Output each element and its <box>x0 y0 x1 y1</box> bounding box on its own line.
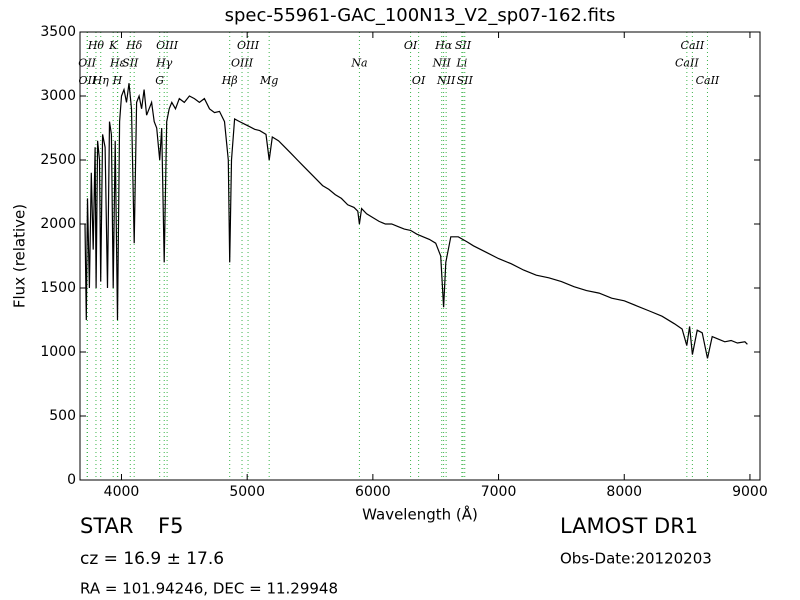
subclass: F5 <box>158 514 183 538</box>
annotation-label: OI <box>412 74 426 87</box>
y-tick-label: 2500 <box>40 152 76 168</box>
y-tick-label: 500 <box>49 408 76 424</box>
annotation-label: OII <box>78 57 96 70</box>
object-class: STAR <box>80 514 133 538</box>
y-tick-label: 2000 <box>40 216 76 232</box>
annotation-label: Li <box>455 57 467 70</box>
annotation-label: OIII <box>237 39 260 52</box>
annotation-label: Hα <box>434 39 453 52</box>
x-axis-label: Wavelength (Å) <box>362 505 478 524</box>
obs-date: Obs-Date:20120203 <box>560 550 712 568</box>
annotation-label: SII <box>457 74 474 87</box>
x-tick-label: 5000 <box>229 484 265 500</box>
annotation-label: CaII <box>681 39 705 52</box>
x-tick-label: 6000 <box>355 484 391 500</box>
plot-frame <box>79 31 761 481</box>
annotation-label: CaII <box>696 74 720 87</box>
coordinates: RA = 101.94246, DEC = 11.29948 <box>80 580 338 598</box>
annotation-label: OIII <box>231 57 254 70</box>
annotation-label: NII <box>436 74 456 87</box>
y-tick-label: 0 <box>67 472 76 488</box>
x-tick-label: 4000 <box>104 484 140 500</box>
y-tick-label: 1000 <box>40 344 76 360</box>
annotation-label: Na <box>350 57 367 70</box>
annotation-label: OIII <box>156 39 179 52</box>
y-axis-label: Flux (relative) <box>11 204 29 308</box>
y-tick-label: 3500 <box>40 24 76 40</box>
annotation-label: Hε <box>109 57 126 70</box>
x-tick-label: 8000 <box>606 484 642 500</box>
annotation-label: Hδ <box>125 39 143 52</box>
annotation-label: G <box>155 74 164 87</box>
x-tick-label: 9000 <box>732 484 768 500</box>
annotation-label: K <box>108 39 118 52</box>
y-tick-label: 1500 <box>40 280 76 296</box>
annotation-label: Hγ <box>155 57 173 70</box>
annotation-label: H <box>112 74 123 87</box>
cz: cz = 16.9 ± 17.6 <box>80 549 224 569</box>
survey: LAMOST DR1 <box>560 514 698 538</box>
spectrum-line <box>84 83 748 359</box>
x-tick-label: 7000 <box>481 484 517 500</box>
chart-title: spec-55961-GAC_100N13_V2_sp07-162.fits <box>225 5 616 26</box>
annotation-label: Hη <box>92 74 110 87</box>
annotation-label: Hβ <box>221 74 238 87</box>
annotation-label: OII <box>79 74 97 87</box>
y-tick-label: 3000 <box>40 88 76 104</box>
annotation-label: Mg <box>259 74 278 87</box>
annotation-label: CaII <box>675 57 699 70</box>
annotation-label: Hθ <box>87 39 105 52</box>
annotation-label: OI <box>404 39 418 52</box>
annotation-label: SII <box>122 57 139 70</box>
annotation-label: NII <box>432 57 452 70</box>
annotation-label: SII <box>455 39 472 52</box>
